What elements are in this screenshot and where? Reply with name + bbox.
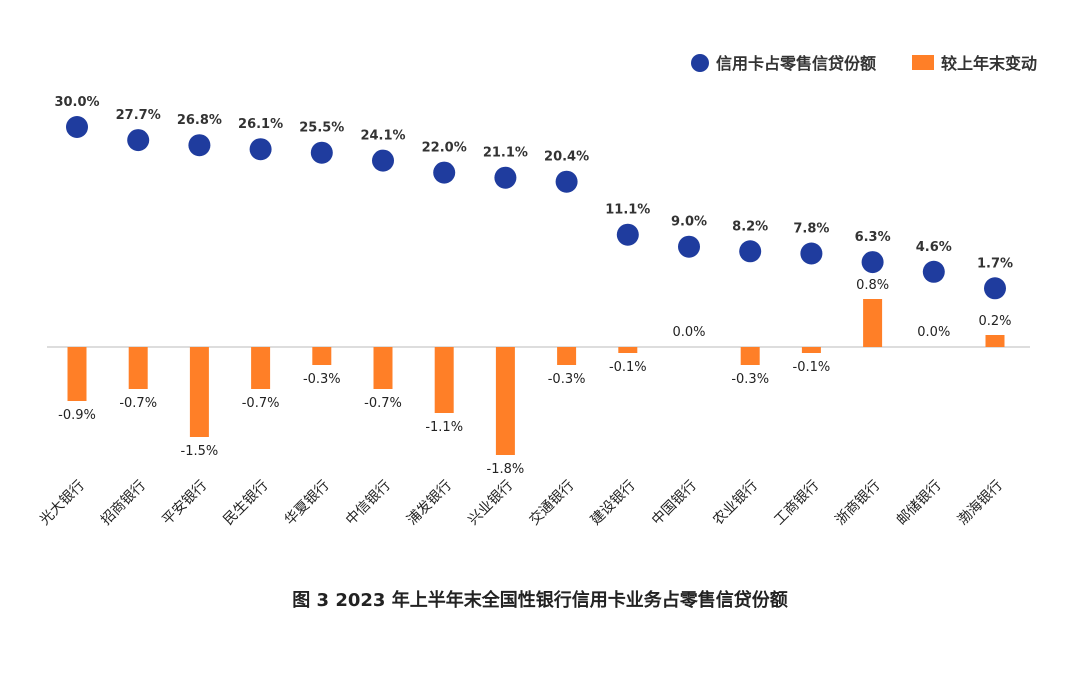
- bar-value-label: -1.1%: [425, 420, 463, 435]
- legend-label-share: 信用卡占零售信贷份额: [716, 54, 876, 73]
- share-dot: [127, 129, 150, 152]
- category-label: 渤海银行: [955, 478, 1006, 529]
- bar-value-label: -1.8%: [487, 462, 525, 477]
- figure-caption: 图 3 2023 年上半年末全国性银行信用卡业务占零售信贷份额: [292, 589, 787, 611]
- dot-value-label: 4.6%: [916, 240, 952, 255]
- dot-value-label: 20.4%: [544, 150, 589, 165]
- legend-dot-marker: [691, 54, 709, 72]
- category-label: 浙商银行: [833, 478, 884, 529]
- bar-value-label: -0.1%: [609, 360, 647, 375]
- category-label: 中国银行: [649, 478, 700, 529]
- bar-value-label: 0.0%: [917, 325, 950, 340]
- category-label: 光大银行: [37, 478, 88, 529]
- change-bar: [557, 347, 577, 365]
- dots-group: [66, 116, 1006, 300]
- share-dot: [616, 223, 639, 246]
- bar-value-label: 0.2%: [978, 314, 1011, 329]
- share-dot: [800, 242, 823, 265]
- category-label: 农业银行: [710, 478, 761, 529]
- change-bar: [67, 347, 87, 401]
- bar-value-label: -0.3%: [731, 372, 769, 387]
- bar-value-label: -0.7%: [364, 396, 402, 411]
- legend-bar-marker: [912, 55, 934, 70]
- category-label: 交通银行: [526, 477, 578, 529]
- bar-value-label: 0.0%: [672, 325, 705, 340]
- category-label: 建设银行: [588, 478, 639, 529]
- bar-value-label: -0.9%: [58, 408, 96, 423]
- change-bar: [801, 347, 821, 353]
- change-bar: [312, 347, 332, 365]
- share-dot: [922, 260, 945, 283]
- bar-value-label: -0.3%: [303, 372, 341, 387]
- dot-value-label: 25.5%: [299, 121, 344, 136]
- share-dot: [433, 161, 456, 184]
- bar-value-label: -0.7%: [242, 396, 280, 411]
- dot-value-label: 26.1%: [238, 117, 283, 132]
- category-label: 工商银行: [771, 478, 822, 529]
- dot-value-label: 9.0%: [671, 215, 707, 230]
- bar-value-label: 0.8%: [856, 278, 889, 293]
- category-label: 兴业银行: [465, 478, 516, 529]
- dot-value-label: 21.1%: [483, 146, 528, 161]
- category-label: 中信银行: [343, 478, 394, 529]
- dot-value-label: 22.0%: [422, 141, 467, 156]
- share-dot: [310, 141, 333, 164]
- bar-value-label: -0.7%: [119, 396, 157, 411]
- category-label: 平安银行: [159, 478, 210, 529]
- dot-value-label: 24.1%: [360, 129, 405, 144]
- change-bar: [495, 347, 515, 455]
- change-bar: [434, 347, 454, 413]
- dot-value-label: 6.3%: [855, 230, 891, 245]
- share-dot: [188, 134, 211, 157]
- share-dot: [494, 166, 517, 189]
- share-dot: [372, 149, 394, 172]
- share-dot: [249, 138, 272, 161]
- share-dot: [861, 251, 884, 274]
- share-dot: [555, 170, 578, 193]
- category-label: 民生银行: [221, 478, 272, 529]
- bars-group: [67, 299, 1005, 455]
- change-bar: [128, 347, 148, 389]
- change-bar: [189, 347, 209, 437]
- share-dot: [678, 235, 700, 258]
- change-bar: [985, 335, 1005, 347]
- dot-value-label: 11.1%: [605, 203, 650, 218]
- dot-value-label: 30.0%: [54, 95, 99, 110]
- category-label: 招商银行: [98, 478, 149, 529]
- change-bar: [373, 347, 393, 389]
- share-dot: [984, 277, 1006, 300]
- dot-value-label: 7.8%: [793, 222, 829, 237]
- category-label: 华夏银行: [282, 478, 333, 529]
- dot-value-label: 1.7%: [977, 256, 1013, 271]
- bar-value-label: -0.1%: [793, 360, 831, 375]
- legend-label-change: 较上年末变动: [941, 54, 1037, 73]
- dot-value-label: 8.2%: [732, 219, 768, 234]
- share-dot: [66, 116, 88, 138]
- change-bar: [618, 347, 638, 353]
- dot-value-label: 26.8%: [177, 113, 222, 128]
- category-label: 邮储银行: [894, 478, 945, 529]
- bar-value-label: -0.3%: [548, 372, 586, 387]
- dot-value-label: 27.7%: [116, 108, 161, 123]
- change-bar: [863, 299, 883, 347]
- share-dot: [739, 240, 762, 263]
- change-bar: [740, 347, 760, 365]
- category-label: 浦发银行: [404, 478, 455, 529]
- change-bar: [251, 347, 271, 389]
- legend: 信用卡占零售信贷份额 较上年末变动: [691, 54, 1037, 73]
- bar-value-label: -1.5%: [181, 444, 219, 459]
